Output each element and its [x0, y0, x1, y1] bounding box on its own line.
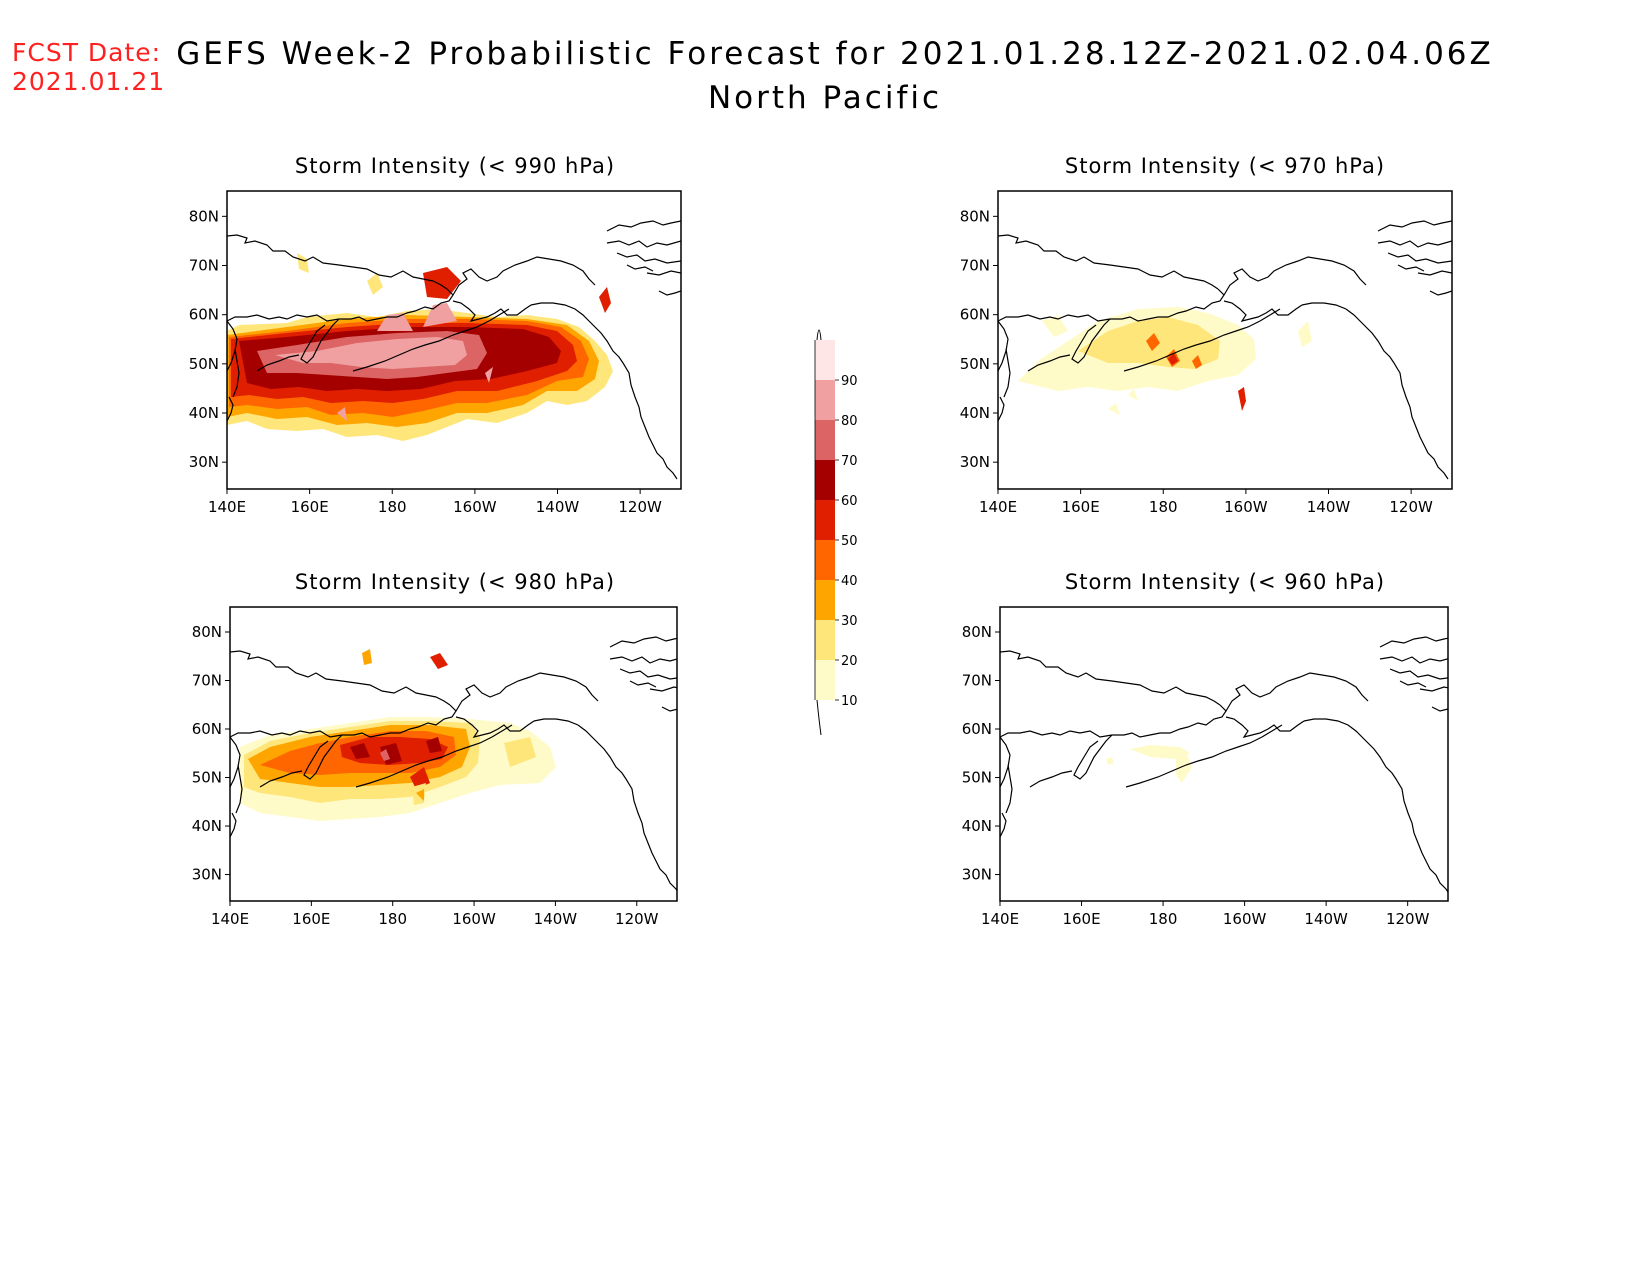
colorbar-swatch: [815, 380, 835, 420]
colorbar-label: 90: [841, 374, 858, 389]
lat-tick-label: 80N: [962, 623, 992, 641]
lat-tick-label: 40N: [962, 817, 992, 835]
lat-tick-label: 70N: [192, 672, 222, 690]
lon-tick-label: 140W: [534, 910, 578, 928]
lat-tick-label: 40N: [192, 817, 222, 835]
colorbar-swatch: [815, 340, 835, 380]
colorbar-label: 60: [841, 494, 858, 509]
lat-tick-label: 50N: [960, 355, 990, 373]
lon-tick-label: 160E: [1062, 910, 1100, 928]
panel-980-title: Storm Intensity (< 980 hPa): [295, 570, 615, 594]
colorbar-label: 40: [841, 574, 858, 589]
panel-990: Storm Intensity (< 990 hPa): [226, 154, 682, 490]
lon-tick-label: 160W: [452, 910, 496, 928]
panel-970-title: Storm Intensity (< 970 hPa): [1065, 154, 1385, 178]
lon-tick-label: 160W: [1223, 910, 1267, 928]
lat-tick-label: 60N: [192, 720, 222, 738]
colorbar: 10 20 30 40 50 60 70 80 90: [814, 329, 858, 736]
lon-tick-label: 160W: [453, 498, 497, 516]
lat-tick-label: 30N: [189, 453, 219, 471]
fcst-date-value: 2021.01.21: [12, 67, 166, 96]
panel-980-field: [230, 636, 677, 896]
lon-tick-label: 160E: [1062, 498, 1100, 516]
lat-tick-label: 30N: [192, 866, 222, 884]
colorbar-swatch: [815, 580, 835, 620]
panel-980: Storm Intensity (< 980 hPa): [229, 570, 678, 902]
panel-960-title: Storm Intensity (< 960 hPa): [1065, 570, 1385, 594]
panel-960-field: [1000, 636, 1448, 896]
lon-tick-label: 120W: [1389, 498, 1433, 516]
lon-tick-label: 140W: [1304, 910, 1348, 928]
lat-tick-label: 70N: [962, 672, 992, 690]
lat-tick-label: 60N: [962, 720, 992, 738]
lat-tick-label: 70N: [189, 257, 219, 275]
colorbar-swatch: [815, 660, 835, 700]
lon-tick-label: 180: [378, 910, 407, 928]
colorbar-swatch: [815, 460, 835, 500]
lat-tick-label: 40N: [189, 404, 219, 422]
panel-970: Storm Intensity (< 970 hPa): [997, 154, 1453, 490]
lon-tick-label: 140W: [536, 498, 580, 516]
panel-990-title: Storm Intensity (< 990 hPa): [295, 154, 615, 178]
main-title: GEFS Week-2 Probabilistic Forecast for 2…: [176, 36, 1494, 72]
colorbar-label: 10: [841, 694, 858, 709]
lat-tick-label: 70N: [960, 257, 990, 275]
panel-960: Storm Intensity (< 960 hPa): [999, 570, 1449, 902]
lat-tick-label: 60N: [189, 306, 219, 324]
lat-tick-label: 40N: [960, 404, 990, 422]
lon-tick-label: 140E: [979, 498, 1017, 516]
colorbar-swatch: [815, 620, 835, 660]
colorbar-top-tip: [816, 329, 822, 341]
colorbar-label: 20: [841, 654, 858, 669]
colorbar-swatch: [815, 420, 835, 460]
lon-tick-label: 140E: [981, 910, 1019, 928]
colorbar-label: 70: [841, 454, 858, 469]
lat-tick-label: 30N: [962, 866, 992, 884]
lat-tick-label: 80N: [192, 623, 222, 641]
axis-ticks: 80N 70N 60N 50N 40N 30N 140E 160E 180 160W 140W 120…: [189, 207, 1433, 928]
region-subtitle: North Pacific: [707, 80, 943, 116]
lat-tick-label: 80N: [960, 207, 990, 225]
lon-tick-label: 120W: [1386, 910, 1430, 928]
lat-tick-label: 50N: [962, 769, 992, 787]
lon-tick-label: 160W: [1224, 498, 1268, 516]
lon-tick-label: 140E: [211, 910, 249, 928]
fcst-date-caption: FCST Date:: [12, 38, 162, 67]
colorbar-swatch: [815, 500, 835, 540]
lat-tick-label: 30N: [960, 453, 990, 471]
colorbar-label: 80: [841, 414, 858, 429]
lon-tick-label: 140E: [208, 498, 246, 516]
panel-970-field: [998, 220, 1452, 480]
lon-tick-label: 160E: [292, 910, 330, 928]
colorbar-label: 50: [841, 534, 858, 549]
lon-tick-label: 120W: [615, 910, 659, 928]
colorbar-swatch: [815, 540, 835, 580]
lat-tick-label: 50N: [192, 769, 222, 787]
lon-tick-label: 180: [1149, 910, 1178, 928]
panel-990-field: [227, 220, 681, 480]
colorbar-bottom-tip: [816, 699, 822, 736]
lat-tick-label: 60N: [960, 306, 990, 324]
lat-tick-label: 80N: [189, 207, 219, 225]
lon-tick-label: 140W: [1307, 498, 1351, 516]
colorbar-label: 30: [841, 614, 858, 629]
lon-tick-label: 180: [1149, 498, 1178, 516]
forecast-date-label: FCST Date: 2021.01.21: [12, 38, 165, 96]
figure-title: GEFS Week-2 Probabilistic Forecast for 2…: [0, 32, 1650, 120]
lon-tick-label: 120W: [618, 498, 662, 516]
lon-tick-label: 180: [378, 498, 407, 516]
lon-tick-label: 160E: [291, 498, 329, 516]
lat-tick-label: 50N: [189, 355, 219, 373]
